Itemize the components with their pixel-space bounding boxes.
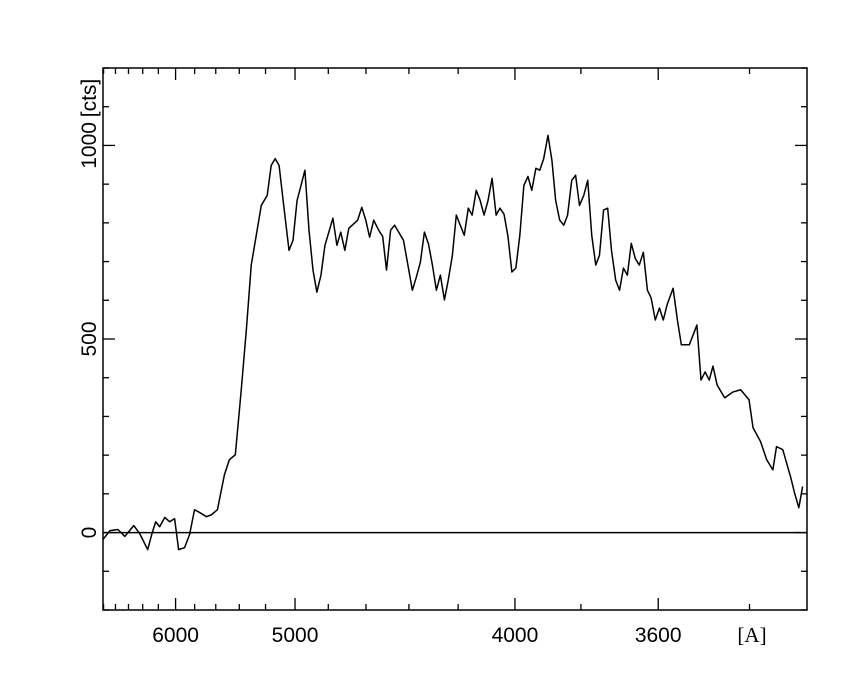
spectrum-line xyxy=(102,134,804,551)
y-tick-label: 1000 xyxy=(78,122,101,169)
plot-frame xyxy=(102,67,808,611)
x-tick-label: 6000 xyxy=(152,624,199,647)
x-tick-label: 4000 xyxy=(492,624,539,647)
y-tick-label: 0 xyxy=(78,527,101,539)
y-tick-label: 500 xyxy=(78,321,101,356)
x-axis-label: [A] xyxy=(737,623,766,647)
x-tick-label: 5000 xyxy=(272,624,319,647)
x-tick-label: 3600 xyxy=(635,624,682,647)
y-axis-label: [cts] xyxy=(78,79,101,118)
